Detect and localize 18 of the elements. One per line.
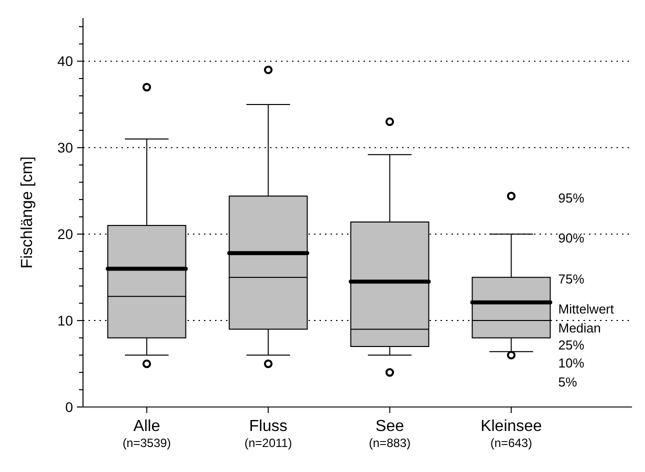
y-tick-label: 0 <box>65 398 74 415</box>
annotation: Median <box>558 320 601 336</box>
y-tick-label: 40 <box>57 53 74 70</box>
annotation: 95% <box>558 190 585 206</box>
x-tick-label: See (n=883) <box>368 418 411 450</box>
annotation: 5% <box>558 374 578 390</box>
x-tick-label: Alle (n=3539) <box>122 418 171 450</box>
y-axis-title: Fischlänge [cm] <box>19 156 36 269</box>
annotation: 90% <box>558 230 585 246</box>
annotation: 10% <box>558 356 585 371</box>
y-tick-label: 10 <box>57 312 74 328</box>
y-tick-label: 20 <box>57 226 74 242</box>
annotation: Mittelwert <box>558 302 614 317</box>
x-tick-label: Kleinsee (n=643) <box>480 418 542 450</box>
x-tick-label: Fluss (n=2011) <box>244 418 292 450</box>
annotation: 25% <box>558 338 585 353</box>
annotation: 75% <box>558 272 585 287</box>
y-tick-label: 30 <box>57 140 74 156</box>
